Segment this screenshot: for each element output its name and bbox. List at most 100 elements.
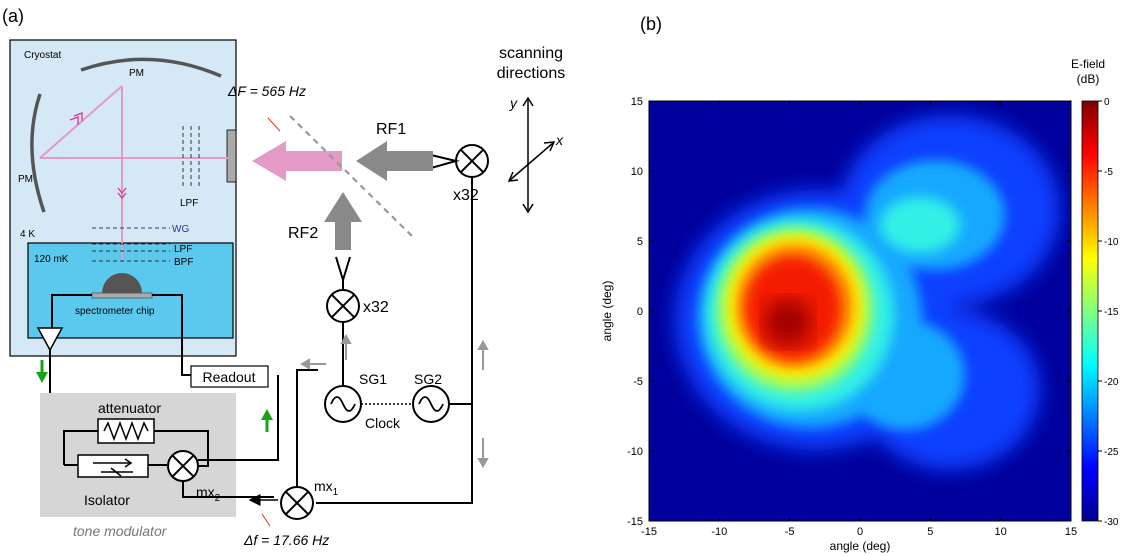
scan-label-line2: directions [497,65,565,82]
lens [102,273,142,293]
colorbar-tick-label: -20 [1104,377,1119,388]
colorbar-title-line2: (dB) [1077,72,1100,86]
x-tick-label: -15 [641,526,657,538]
isolator-icon [93,458,133,477]
multiplier-lower-icon [326,289,360,323]
colorbar-title-line1: E-field [1071,57,1105,71]
mx1-sub: 1 [333,487,339,498]
x-tick-label: 15 [1065,526,1077,538]
colorbar-tick-label: -10 [1104,237,1119,248]
x-tick-label: 5 [927,526,933,538]
y-tick-label: 0 [637,306,643,318]
scan-label-line1: scanning [499,45,563,62]
x32-right-label: x32 [453,187,479,204]
delta-F-pointer [267,117,281,132]
y-tick-label: -15 [627,516,643,528]
pm-top-label: PM [129,68,144,79]
mx1-wiring [296,170,473,504]
bpf-label: BPF [174,257,193,268]
green-arrow-up [261,409,273,432]
axis-y-label: y [509,95,518,111]
colorbar-tick-label: -15 [1104,307,1119,318]
mx1-label: mx1 [314,478,339,498]
green-arrow-down [36,360,48,383]
colorbar-tick-label: 0 [1104,97,1110,108]
rf1-label: RF1 [376,121,406,138]
colorbar-ticks: 0 -5 -10 -15 -20 -25 -30 [1098,97,1119,528]
output-beam-arrow [252,141,342,181]
multiplier-right-icon [455,144,489,178]
y-tick-label: 5 [637,236,643,248]
x-tick-label: 10 [995,526,1007,538]
mx2-base: mx [196,484,215,500]
colorbar [1081,100,1099,522]
tone-modulator-wiring [63,375,279,498]
mx1-base: mx [314,478,333,494]
colorbar-tick-label: -30 [1104,517,1119,528]
heatmap [649,101,1071,521]
x32-lower-label: x32 [363,299,389,316]
delta-f-pointer [261,513,271,527]
resistor-icon [103,420,149,442]
sg2-label: SG2 [414,371,442,387]
panel-a-tag: (a) [2,6,24,26]
mixer-mx2-icon [167,450,199,482]
heatmap-peak [764,298,812,346]
sg1-icon [324,385,362,423]
x-tick-label: -5 [785,526,795,538]
y-axis-ticks: 15 10 5 0 -5 -10 -15 [627,96,1071,528]
axis-x-label: x [555,132,564,148]
sg1-label: SG1 [359,371,387,387]
colorbar-tick-label: -25 [1104,447,1119,458]
pm-mirror-left [30,93,46,213]
gray-flow-arrows [299,333,489,469]
tone-modulator-label: tone modulator [73,523,168,539]
temp-120mk-label: 120 mK [34,254,69,265]
y-tick-label: -10 [627,446,643,458]
rf1-beam-arrow [356,141,433,181]
pm-mirror-top [80,57,222,78]
filter-stack [92,227,170,262]
beam-splitter [289,115,415,239]
mx2-label: mx2 [196,484,221,504]
wg-label: WG [172,224,189,235]
mixer-mx1-icon [280,486,314,520]
delta-f-label: Δf = 17.66 Hz [243,532,329,548]
rf2-beam-arrow [324,192,362,250]
isolator-box [77,454,149,478]
amplifier-icon [36,327,64,352]
horn-right-icon [430,154,460,169]
pm-left-label: PM [18,174,33,185]
y-tick-label: 10 [631,166,643,178]
temp-4k-label: 4 K [20,229,35,240]
readout-label: Readout [203,369,256,385]
cryostat-label: Cryostat [24,50,61,61]
x-axis-label: angle (deg) [830,539,891,553]
lpf-right-label: LPF [180,198,198,209]
panel-b-tag: (b) [640,14,662,34]
y-axis-label: angle (deg) [600,281,614,342]
readout-box [190,365,269,388]
beam-direction-chevrons [69,112,127,200]
horn-lower-icon [335,256,351,284]
rf2-label: RF2 [288,225,318,242]
lpf-small-label: LPF [174,244,192,255]
mx2-sub: 2 [215,493,221,504]
optical-beam [39,85,228,262]
delta-F-label: ΔF = 565 Hz [227,83,306,99]
x-tick-label: -10 [711,526,727,538]
spectrometer-chip [91,292,153,299]
attenuator-label: attenuator [98,400,161,416]
y-tick-label: 15 [631,96,643,108]
lpf-plates [182,126,200,188]
chip-label: spectrometer chip [75,306,155,317]
colorbar-tick-label: -5 [1104,167,1113,178]
sg2-icon [412,385,450,423]
x-axis-ticks: -15 -10 -5 0 5 10 15 [641,101,1077,538]
cryostat-window [226,129,237,183]
scan-axes-icon [507,96,556,214]
isolator-label: Isolator [84,492,130,508]
x-tick-label: 0 [857,526,863,538]
y-tick-label: -5 [633,376,643,388]
